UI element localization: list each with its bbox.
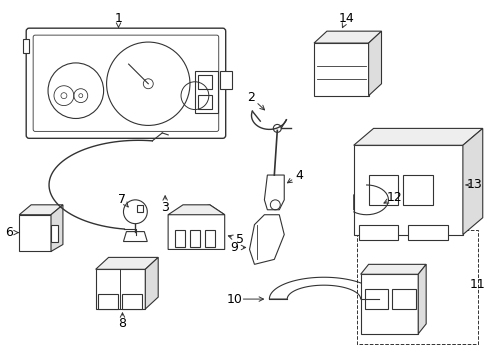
Polygon shape: [98, 294, 117, 309]
Polygon shape: [353, 145, 462, 235]
Polygon shape: [123, 231, 147, 242]
Text: 12: 12: [386, 192, 402, 204]
Polygon shape: [360, 274, 417, 334]
Polygon shape: [313, 31, 381, 43]
Polygon shape: [407, 225, 447, 239]
Polygon shape: [313, 43, 368, 96]
Text: 4: 4: [295, 168, 303, 181]
Polygon shape: [462, 129, 482, 235]
Text: 14: 14: [338, 12, 354, 25]
Polygon shape: [137, 205, 143, 212]
Polygon shape: [51, 225, 58, 242]
Polygon shape: [360, 264, 426, 274]
Polygon shape: [189, 230, 200, 247]
Polygon shape: [96, 257, 158, 269]
Text: 1: 1: [114, 12, 122, 25]
Polygon shape: [219, 71, 231, 89]
Polygon shape: [417, 264, 426, 334]
Polygon shape: [264, 175, 284, 210]
Polygon shape: [353, 129, 482, 145]
Polygon shape: [23, 39, 29, 53]
Polygon shape: [364, 289, 387, 309]
Text: 8: 8: [118, 318, 126, 330]
Polygon shape: [392, 289, 415, 309]
Polygon shape: [145, 257, 158, 309]
Polygon shape: [204, 230, 214, 247]
Text: 6: 6: [5, 226, 13, 239]
Polygon shape: [19, 205, 63, 215]
Polygon shape: [51, 205, 63, 251]
Text: 7: 7: [118, 193, 126, 206]
Text: 5: 5: [235, 233, 243, 246]
Text: 11: 11: [469, 278, 485, 291]
Text: 3: 3: [161, 201, 169, 214]
Polygon shape: [175, 230, 184, 247]
Polygon shape: [198, 75, 211, 89]
Polygon shape: [122, 294, 142, 309]
Polygon shape: [19, 215, 51, 251]
Polygon shape: [168, 205, 224, 249]
Polygon shape: [198, 95, 211, 109]
Polygon shape: [96, 269, 145, 309]
Polygon shape: [168, 205, 224, 215]
Text: 2: 2: [247, 91, 255, 104]
Polygon shape: [195, 71, 217, 113]
Text: 9: 9: [230, 241, 238, 254]
Polygon shape: [353, 188, 380, 215]
Polygon shape: [368, 175, 398, 205]
Text: 13: 13: [466, 179, 482, 192]
Polygon shape: [358, 225, 398, 239]
Polygon shape: [403, 175, 432, 205]
Text: 10: 10: [226, 293, 242, 306]
Polygon shape: [368, 31, 381, 96]
Polygon shape: [269, 277, 378, 299]
FancyBboxPatch shape: [26, 28, 225, 138]
Bar: [356, 230, 477, 344]
Polygon shape: [249, 215, 284, 264]
